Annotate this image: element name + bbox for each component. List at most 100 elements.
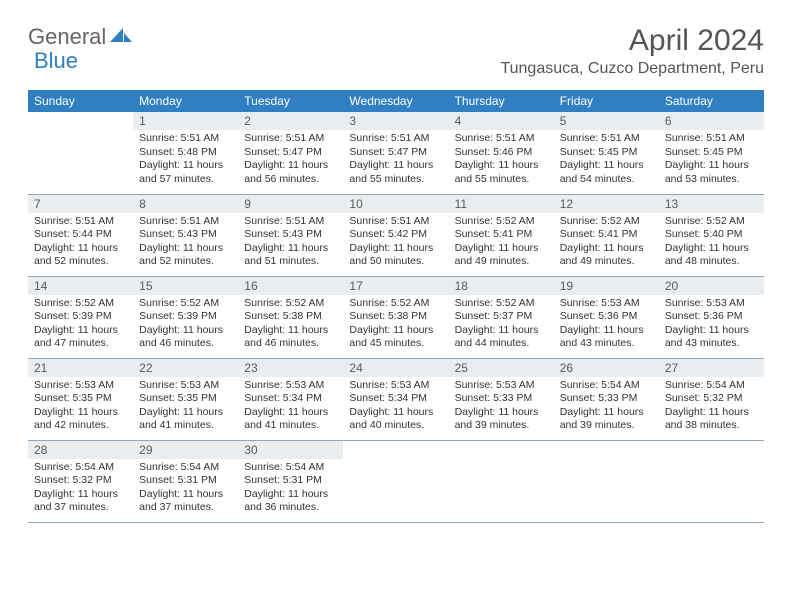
day-cell: 27Sunrise: 5:54 AMSunset: 5:32 PMDayligh… — [659, 358, 764, 440]
day-content-line: Sunset: 5:45 PM — [560, 146, 653, 160]
day-content-line: Sunset: 5:37 PM — [455, 310, 548, 324]
day-content-line: Sunrise: 5:54 AM — [139, 461, 232, 475]
day-content-line: and 51 minutes. — [244, 255, 337, 269]
day-content-line: and 38 minutes. — [665, 419, 758, 433]
day-content-line: Daylight: 11 hours — [34, 488, 127, 502]
day-cell: 19Sunrise: 5:53 AMSunset: 5:36 PMDayligh… — [554, 276, 659, 358]
day-cell: 5 Sunrise: 5:51 AMSunset: 5:45 PMDaylight… — [554, 112, 659, 194]
day-content: Sunrise: 5:51 AMSunset: 5:42 PMDaylight:… — [343, 213, 448, 274]
day-content-line: Daylight: 11 hours — [349, 159, 442, 173]
day-content-line: Sunset: 5:47 PM — [349, 146, 442, 160]
day-cell: 17Sunrise: 5:52 AMSunset: 5:38 PMDayligh… — [343, 276, 448, 358]
day-content-line: and 42 minutes. — [34, 419, 127, 433]
day-content-line: and 47 minutes. — [34, 337, 127, 351]
day-content-line: and 44 minutes. — [455, 337, 548, 351]
day-content-line: and 43 minutes. — [560, 337, 653, 351]
day-number: 3 — [343, 112, 448, 130]
day-content-line: Daylight: 11 hours — [34, 242, 127, 256]
day-content-line: Sunset: 5:32 PM — [665, 392, 758, 406]
day-content: Sunrise: 5:52 AMSunset: 5:40 PMDaylight:… — [659, 213, 764, 274]
logo-sail-icon — [110, 26, 132, 49]
day-content-line: Sunrise: 5:53 AM — [34, 379, 127, 393]
day-content: Sunrise: 5:53 AMSunset: 5:34 PMDaylight:… — [343, 377, 448, 438]
day-content-line: Sunset: 5:34 PM — [244, 392, 337, 406]
day-content-line: and 46 minutes. — [244, 337, 337, 351]
day-content-line: Sunrise: 5:51 AM — [139, 132, 232, 146]
day-content: Sunrise: 5:53 AMSunset: 5:33 PMDaylight:… — [449, 377, 554, 438]
title-block: April 2024 Tungasuca, Cuzco Department, … — [500, 24, 764, 78]
day-content-line: Sunset: 5:35 PM — [34, 392, 127, 406]
day-cell: 11Sunrise: 5:52 AMSunset: 5:41 PMDayligh… — [449, 194, 554, 276]
day-content-line: Sunset: 5:32 PM — [34, 474, 127, 488]
day-content-line: Sunrise: 5:53 AM — [139, 379, 232, 393]
day-number: 18 — [449, 277, 554, 295]
day-header-monday: Monday — [133, 90, 238, 112]
day-content-line: Sunrise: 5:51 AM — [34, 215, 127, 229]
day-content-line: and 36 minutes. — [244, 501, 337, 515]
day-cell: 12Sunrise: 5:52 AMSunset: 5:41 PMDayligh… — [554, 194, 659, 276]
day-content-line: and 55 minutes. — [349, 173, 442, 187]
day-cell: 22Sunrise: 5:53 AMSunset: 5:35 PMDayligh… — [133, 358, 238, 440]
day-content-line: Daylight: 11 hours — [244, 242, 337, 256]
day-number: 6 — [659, 112, 764, 130]
day-content — [554, 445, 659, 451]
calendar-body: 1Sunrise: 5:51 AMSunset: 5:48 PMDaylight… — [28, 112, 764, 522]
day-cell: 7Sunrise: 5:51 AMSunset: 5:44 PMDaylight… — [28, 194, 133, 276]
day-content: Sunrise: 5:51 AMSunset: 5:43 PMDaylight:… — [238, 213, 343, 274]
day-content-line: Sunrise: 5:52 AM — [34, 297, 127, 311]
day-content-line: Daylight: 11 hours — [560, 159, 653, 173]
day-content-line: Sunset: 5:34 PM — [349, 392, 442, 406]
day-number: 19 — [554, 277, 659, 295]
day-content-line: Sunset: 5:38 PM — [349, 310, 442, 324]
day-content-line: and 57 minutes. — [139, 173, 232, 187]
day-number: 11 — [449, 195, 554, 213]
day-cell — [343, 440, 448, 522]
day-content-line: Sunset: 5:36 PM — [560, 310, 653, 324]
day-header-friday: Friday — [554, 90, 659, 112]
day-content-line: and 55 minutes. — [455, 173, 548, 187]
week-row: 7Sunrise: 5:51 AMSunset: 5:44 PMDaylight… — [28, 194, 764, 276]
day-content-line: Sunset: 5:46 PM — [455, 146, 548, 160]
logo-word-general: General — [28, 24, 106, 50]
day-content-line: Sunset: 5:40 PM — [665, 228, 758, 242]
day-content-line: Daylight: 11 hours — [349, 324, 442, 338]
day-number: 8 — [133, 195, 238, 213]
day-cell: 14Sunrise: 5:52 AMSunset: 5:39 PMDayligh… — [28, 276, 133, 358]
day-content-line: Sunset: 5:39 PM — [139, 310, 232, 324]
day-content-line: Sunrise: 5:53 AM — [665, 297, 758, 311]
day-content: Sunrise: 5:54 AMSunset: 5:33 PMDaylight:… — [554, 377, 659, 438]
day-content-line: Daylight: 11 hours — [139, 406, 232, 420]
day-content-line: Sunset: 5:33 PM — [560, 392, 653, 406]
day-content-line: Sunset: 5:39 PM — [34, 310, 127, 324]
day-cell — [28, 112, 133, 194]
day-cell — [554, 440, 659, 522]
day-content-line: Sunset: 5:47 PM — [244, 146, 337, 160]
day-cell: 21Sunrise: 5:53 AMSunset: 5:35 PMDayligh… — [28, 358, 133, 440]
day-content: Sunrise: 5:52 AMSunset: 5:41 PMDaylight:… — [554, 213, 659, 274]
day-content-line: Sunrise: 5:51 AM — [665, 132, 758, 146]
day-content-line: Sunset: 5:31 PM — [244, 474, 337, 488]
day-number: 5 — [554, 112, 659, 130]
day-content: Sunrise: 5:52 AMSunset: 5:37 PMDaylight:… — [449, 295, 554, 356]
day-content-line: and 41 minutes. — [139, 419, 232, 433]
day-content-line: Sunset: 5:42 PM — [349, 228, 442, 242]
day-content-line: Daylight: 11 hours — [244, 406, 337, 420]
day-content-line: Daylight: 11 hours — [349, 406, 442, 420]
day-content: Sunrise: 5:53 AMSunset: 5:36 PMDaylight:… — [554, 295, 659, 356]
day-content-line: Sunrise: 5:51 AM — [560, 132, 653, 146]
day-content-line: Sunrise: 5:54 AM — [244, 461, 337, 475]
day-header-saturday: Saturday — [659, 90, 764, 112]
day-content-line: Sunrise: 5:52 AM — [560, 215, 653, 229]
day-content-line: and 39 minutes. — [455, 419, 548, 433]
month-title: April 2024 — [500, 24, 764, 58]
day-number: 27 — [659, 359, 764, 377]
day-content: Sunrise: 5:53 AMSunset: 5:35 PMDaylight:… — [28, 377, 133, 438]
day-number: 24 — [343, 359, 448, 377]
day-content-line: and 37 minutes. — [139, 501, 232, 515]
week-row: 14Sunrise: 5:52 AMSunset: 5:39 PMDayligh… — [28, 276, 764, 358]
logo-word-blue: Blue — [34, 48, 78, 73]
day-cell: 1Sunrise: 5:51 AMSunset: 5:48 PMDaylight… — [133, 112, 238, 194]
day-number: 12 — [554, 195, 659, 213]
day-content-line: Sunrise: 5:51 AM — [349, 215, 442, 229]
day-content-line: Daylight: 11 hours — [455, 324, 548, 338]
